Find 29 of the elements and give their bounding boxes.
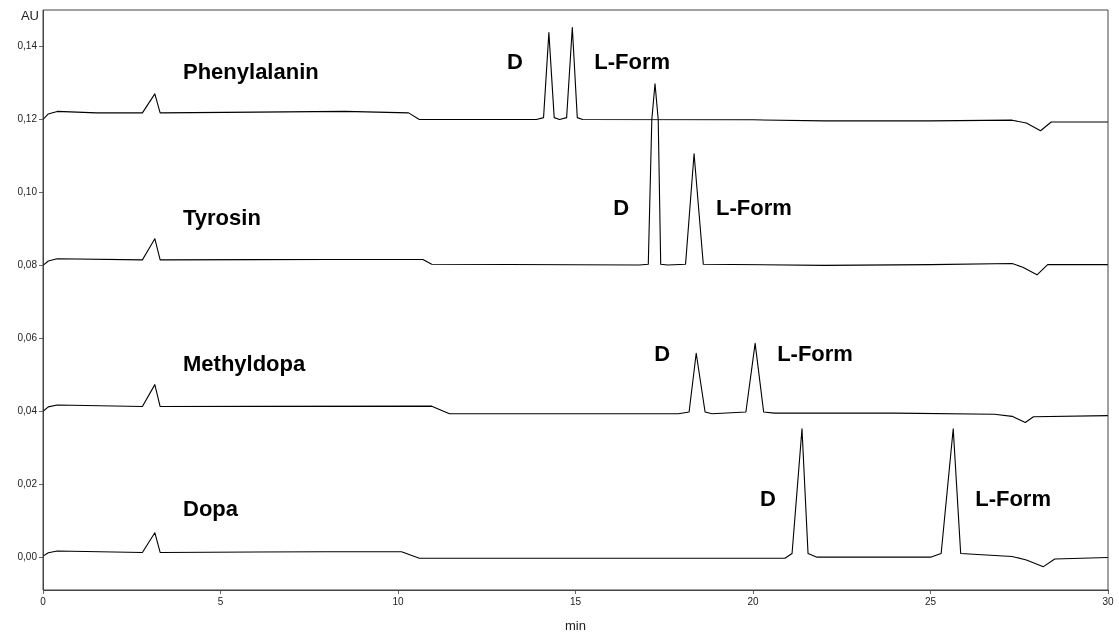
y-tick-label: 0,02 — [17, 477, 38, 489]
y-tick-label: 0,06 — [17, 332, 38, 344]
x-tick-label: 25 — [924, 595, 937, 607]
series-label: Phenylalanin — [183, 59, 319, 85]
y-tick-label: 0,00 — [17, 550, 38, 562]
annotation: L-Form — [716, 195, 792, 221]
series-label: Methyldopa — [183, 351, 306, 377]
annotation: D — [760, 486, 776, 512]
x-tick-label: 15 — [569, 595, 582, 607]
annotation: D — [654, 341, 671, 367]
y-tick-label: 0,14 — [17, 40, 38, 52]
annotation: L-Form — [777, 341, 853, 367]
y-tick-label: 0,08 — [17, 259, 38, 271]
series-label: Dopa — [183, 496, 239, 522]
x-tick-label: 30 — [1102, 595, 1114, 607]
annotation: L-Form — [594, 49, 671, 75]
annotation: D — [613, 195, 630, 221]
annotation: D — [506, 49, 523, 75]
series-label: Tyrosin — [183, 205, 261, 231]
y-tick-label: 0,04 — [17, 405, 38, 417]
y-axis-title: AU — [20, 7, 39, 23]
x-tick-label: 5 — [217, 595, 224, 607]
x-axis-title: min — [565, 617, 586, 632]
annotation: L-Form — [975, 486, 1051, 512]
y-tick-label: 0,12 — [17, 113, 38, 125]
x-tick-label: 10 — [392, 595, 404, 607]
x-tick-label: 20 — [747, 595, 759, 607]
x-tick-label: 0 — [40, 595, 47, 607]
y-tick-label: 0,10 — [17, 186, 38, 198]
